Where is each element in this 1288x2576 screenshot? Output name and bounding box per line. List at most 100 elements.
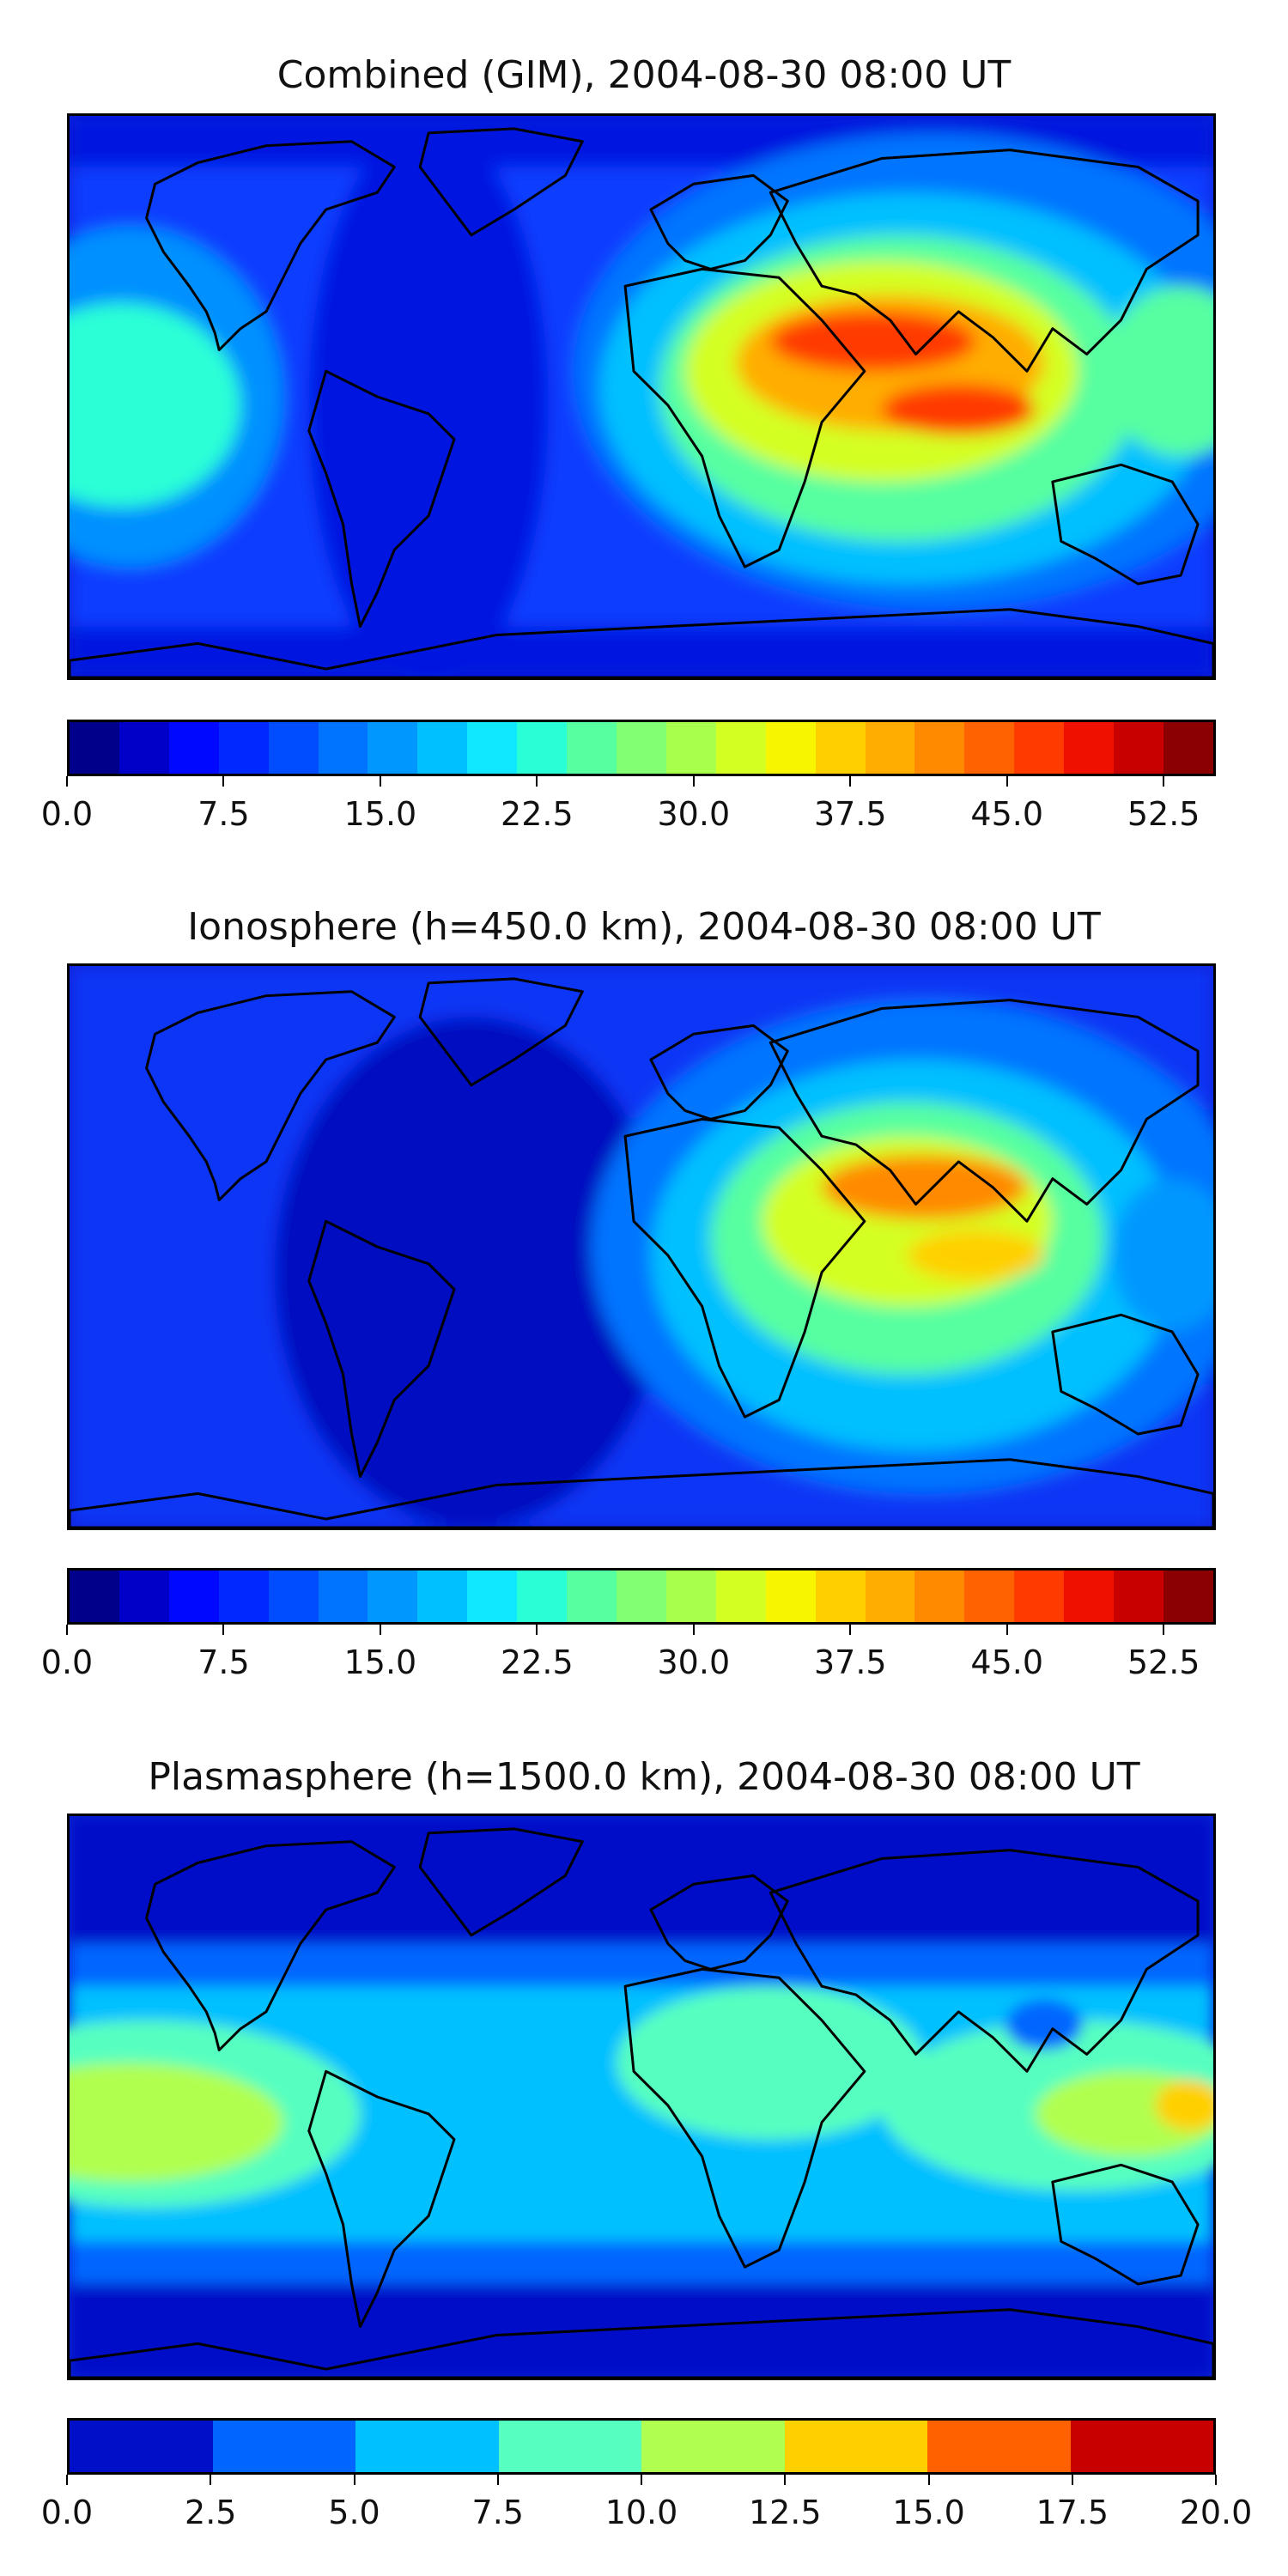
colorbar-ionosphere [67,1568,1216,1625]
colorbar-segment [964,1571,1015,1622]
colorbar-segment [865,1571,915,1622]
coastline [307,369,456,629]
colorbar-segment [1014,1571,1065,1622]
colorbar-tick [379,1625,381,1635]
coastline [418,127,584,237]
colorbar-segment [1114,1571,1163,1622]
colorbar-ticks-plasmasphere: 0.0 2.5 5.0 7.5 10.0 12.5 15.0 17.5 20.0 [41,2475,1252,2531]
coastline [623,267,866,568]
colorbar-segment [865,722,915,774]
colorbar-tick [692,1625,695,1635]
colorbar-tick [536,776,538,787]
colorbar-tick-label: 30.0 [657,1643,731,1681]
coastline [418,1827,584,1937]
coastline [70,2308,1213,2378]
colorbar-segment [1070,2421,1213,2472]
colorbar-segment [118,1571,169,1622]
colorbar-ticks-combined: 0.0 7.5 15.0 22.5 30.0 37.5 45.0 52.5 [41,776,1216,833]
map-ionosphere-svg [70,966,1213,1528]
colorbar-tick-label: 2.5 [185,2494,237,2531]
colorbar-tick-label: 45.0 [970,795,1044,833]
colorbar-tick [1163,1625,1165,1635]
colorbar-segment [218,722,269,774]
colorbar-tick [536,1625,538,1635]
colorbar-segment [1163,1571,1213,1622]
colorbar-segment [1114,722,1163,774]
coastline [1051,463,1200,586]
colorbar-tick [927,2475,930,2485]
colorbar-segment [268,1571,319,1622]
coastline [1051,2163,1200,2286]
colorbar-segment [498,2421,641,2472]
coastline [307,2069,456,2329]
colorbar-segment [517,722,568,774]
colorbar-tick [849,1625,852,1635]
colorbar-segment [715,1571,766,1622]
colorbar-segment [964,722,1015,774]
colorbar-segment [70,722,119,774]
colorbar-segment [616,1571,666,1622]
colorbar-tick-label: 7.5 [197,795,250,833]
colorbar-tick [784,2475,787,2485]
colorbar-segment [641,2421,785,2472]
colorbar-tick-label: 0.0 [40,2494,94,2531]
colorbar-tick-label: 15.0 [343,1643,417,1681]
colorbar-segment [1064,722,1115,774]
colorbar-ticks-ionosphere: 0.0 7.5 15.0 22.5 30.0 37.5 45.0 52.5 [41,1625,1216,1681]
colorbar-segment [368,1571,418,1622]
colorbar-plasmasphere [67,2418,1216,2475]
continent-outlines [70,127,1213,677]
continent-outlines [70,1827,1213,2378]
coastline [769,1849,1200,2073]
colorbar-segment [517,1571,568,1622]
colorbar-segment [567,722,617,774]
colorbar-segment [1064,1571,1115,1622]
colorbar-segment [355,2421,499,2472]
chart-title-plasmasphere: Plasmasphere (h=1500.0 km), 2004-08-30 0… [148,1755,1140,1799]
colorbar-segment [118,722,169,774]
coastline [70,1458,1213,1528]
colorbar-tick [1005,776,1008,787]
colorbar-segment [70,1571,119,1622]
colorbar-segment [616,722,666,774]
colorbar-tick-label: 5.0 [328,2494,380,2531]
colorbar-segment [765,1571,816,1622]
map-plasmasphere [67,1814,1216,2380]
coastline [769,999,1200,1223]
colorbar-segment [168,722,219,774]
colorbar-segment [368,722,418,774]
colorbar-tick [1005,1625,1008,1635]
colorbar-combined [67,720,1216,776]
colorbar-tick-label: 30.0 [657,795,731,833]
colorbar-segment [70,2421,213,2472]
colorbar-tick-label: 15.0 [892,2494,965,2531]
colorbar-tick [641,2475,642,2485]
coastline [70,608,1213,677]
colorbar-tick-label: 7.5 [197,1643,250,1681]
coastline [769,149,1200,373]
colorbar-segment [665,722,716,774]
colorbar-segment [417,722,468,774]
colorbar-tick-label: 15.0 [343,795,417,833]
colorbar-tick-label: 10.0 [605,2494,678,2531]
colorbar-segment [168,1571,219,1622]
colorbar-tick-label: 0.0 [40,795,94,833]
colorbar-segment [1163,722,1213,774]
colorbar-tick-label: 20.0 [1179,2494,1253,2531]
colorbar-segment [268,722,319,774]
colorbar-tick [496,2475,499,2485]
colorbar-segment [815,1571,866,1622]
coastline [418,977,584,1087]
colorbar-segment [318,722,368,774]
colorbar-tick [66,1625,68,1635]
colorbar-tick [222,776,225,787]
colorbar-segment [318,1571,368,1622]
colorbar-tick [1163,776,1165,787]
colorbar-tick [66,2475,68,2485]
colorbar-tick [849,776,852,787]
colorbar-tick-label: 37.5 [813,1643,887,1681]
coastline [145,990,396,1201]
colorbar-segment [1014,722,1065,774]
colorbar-segment [715,722,766,774]
colorbar-tick-label: 12.5 [748,2494,822,2531]
